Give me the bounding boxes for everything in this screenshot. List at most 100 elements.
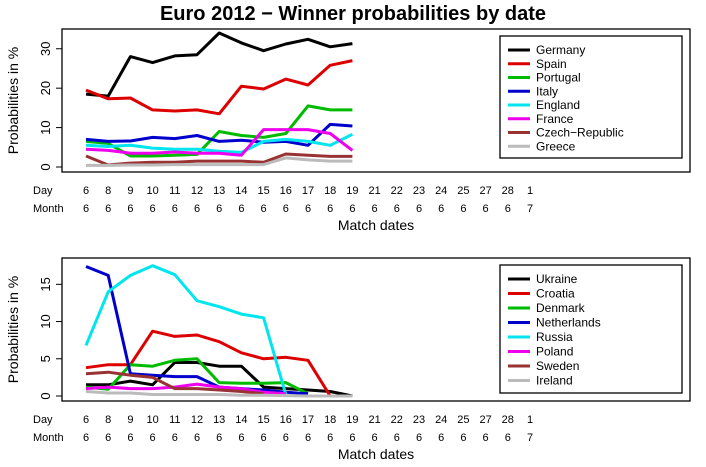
legend-label: Portugal — [536, 71, 581, 85]
x-day-label: 16 — [280, 185, 292, 197]
y-tick-label: 5 — [38, 355, 53, 362]
x-month-label: 6 — [483, 203, 489, 215]
x-day-label: 6 — [83, 185, 89, 197]
y-axis-label: Probabilities in % — [5, 276, 21, 383]
x-month-label: 6 — [172, 203, 178, 215]
x-month-label: 6 — [238, 203, 244, 215]
x-day-label: 23 — [413, 185, 425, 197]
x-day-label: 1 — [527, 414, 533, 426]
x-day-label: 19 — [346, 414, 358, 426]
x-month-label: 6 — [349, 432, 355, 444]
top-panel: 0 10 20 30 Probabilities in % Day Month 6 6 8 6 9 6 1… — [5, 28, 691, 233]
legend-box — [499, 35, 683, 159]
x-day-label: 25 — [457, 414, 469, 426]
x-day-label: 9 — [127, 185, 133, 197]
x-day-label: 18 — [324, 414, 336, 426]
x-month-label: 6 — [150, 432, 156, 444]
series-line-italy — [85, 122, 353, 147]
x-month-label: 6 — [416, 432, 422, 444]
legend-label: Poland — [536, 345, 573, 359]
x-month-label: 6 — [394, 432, 400, 444]
x-day-label: 1 — [527, 185, 533, 197]
x-day-label: 13 — [213, 185, 225, 197]
x-day-label: 9 — [127, 414, 133, 426]
x-month-label: 6 — [483, 432, 489, 444]
plot-frame — [61, 257, 691, 402]
legend-label: France — [536, 112, 574, 126]
series-line-sweden — [85, 370, 264, 396]
series-line-russia — [84, 264, 288, 395]
x-month-label: 6 — [460, 203, 466, 215]
series-line-england — [85, 132, 354, 154]
series-line-croatia — [85, 329, 332, 397]
legend-label: Croatia — [536, 287, 575, 301]
x-month-label: 6 — [105, 432, 111, 444]
x-month-label: 6 — [372, 203, 378, 215]
y-tick-label: 10 — [38, 120, 53, 134]
day-row-label: Day — [33, 185, 53, 197]
y-tick-label: 15 — [38, 277, 53, 291]
y-axis-label: Probabilities in % — [5, 47, 21, 154]
series-line-ireland — [85, 390, 353, 398]
legend-label: England — [536, 98, 580, 112]
x-day-label: 8 — [105, 185, 111, 197]
series-line-ukraine — [86, 361, 353, 398]
x-month-label: 6 — [83, 203, 89, 215]
x-day-label: 14 — [235, 414, 247, 426]
x-day-label: 19 — [346, 185, 358, 197]
x-month-label: 6 — [372, 432, 378, 444]
x-day-label: 11 — [169, 185, 180, 197]
x-day-label: 21 — [368, 414, 380, 426]
series-line-czech-republic — [85, 152, 353, 167]
x-day-label: 12 — [191, 414, 203, 426]
x-month-label: 6 — [194, 432, 200, 444]
legend-label: Netherlands — [536, 316, 601, 330]
bottom-panel: 0 5 10 15 Probabilities in % Day Month 6 6 8 6 9 6 10… — [5, 257, 691, 462]
x-month-label: 6 — [261, 432, 267, 444]
x-day-label: 27 — [479, 185, 491, 197]
y-tick-label: 20 — [38, 81, 53, 95]
x-month-label: 6 — [150, 203, 156, 215]
x-day-label: 10 — [146, 185, 158, 197]
x-month-label: 6 — [105, 203, 111, 215]
legend-label: Denmark — [536, 301, 586, 315]
x-month-label: 6 — [394, 203, 400, 215]
x-day-label: 15 — [257, 185, 269, 197]
x-day-label: 12 — [191, 185, 203, 197]
x-day-label: 24 — [435, 185, 447, 197]
y-tick-label: 0 — [38, 392, 53, 399]
x-month-label: 6 — [283, 432, 289, 444]
x-month-label: 6 — [460, 432, 466, 444]
x-month-label: 6 — [127, 432, 133, 444]
x-month-label: 6 — [305, 432, 311, 444]
x-month-label: 6 — [349, 203, 355, 215]
legend-label: Russia — [536, 330, 573, 344]
x-month-label: 6 — [416, 203, 422, 215]
x-month-label: 7 — [527, 203, 533, 215]
series-line-france — [85, 128, 354, 157]
x-day-label: 10 — [146, 414, 158, 426]
x-month-label: 6 — [261, 203, 267, 215]
legend-label: Sweden — [536, 359, 579, 373]
x-day-label: 23 — [413, 414, 425, 426]
x-month-label: 6 — [238, 432, 244, 444]
x-day-label: 14 — [235, 185, 247, 197]
series-line-portugal — [85, 104, 353, 158]
x-day-label: 15 — [257, 414, 269, 426]
month-row-label: Month — [33, 203, 64, 215]
x-month-label: 6 — [438, 203, 444, 215]
x-axis-label: Match dates — [338, 217, 414, 233]
x-day-label: 24 — [435, 414, 447, 426]
x-month-label: 6 — [305, 203, 311, 215]
x-day-label: 16 — [280, 414, 292, 426]
y-tick-label: 30 — [38, 42, 53, 56]
legend-label: Czech−Republic — [536, 126, 624, 140]
legend-label: Greece — [536, 139, 576, 153]
series-line-germany — [85, 31, 353, 98]
x-month-label: 6 — [505, 203, 511, 215]
x-day-label: 25 — [457, 185, 469, 197]
x-month-label: 6 — [127, 203, 133, 215]
x-day-label: 22 — [391, 414, 403, 426]
series-line-netherlands — [85, 265, 309, 396]
